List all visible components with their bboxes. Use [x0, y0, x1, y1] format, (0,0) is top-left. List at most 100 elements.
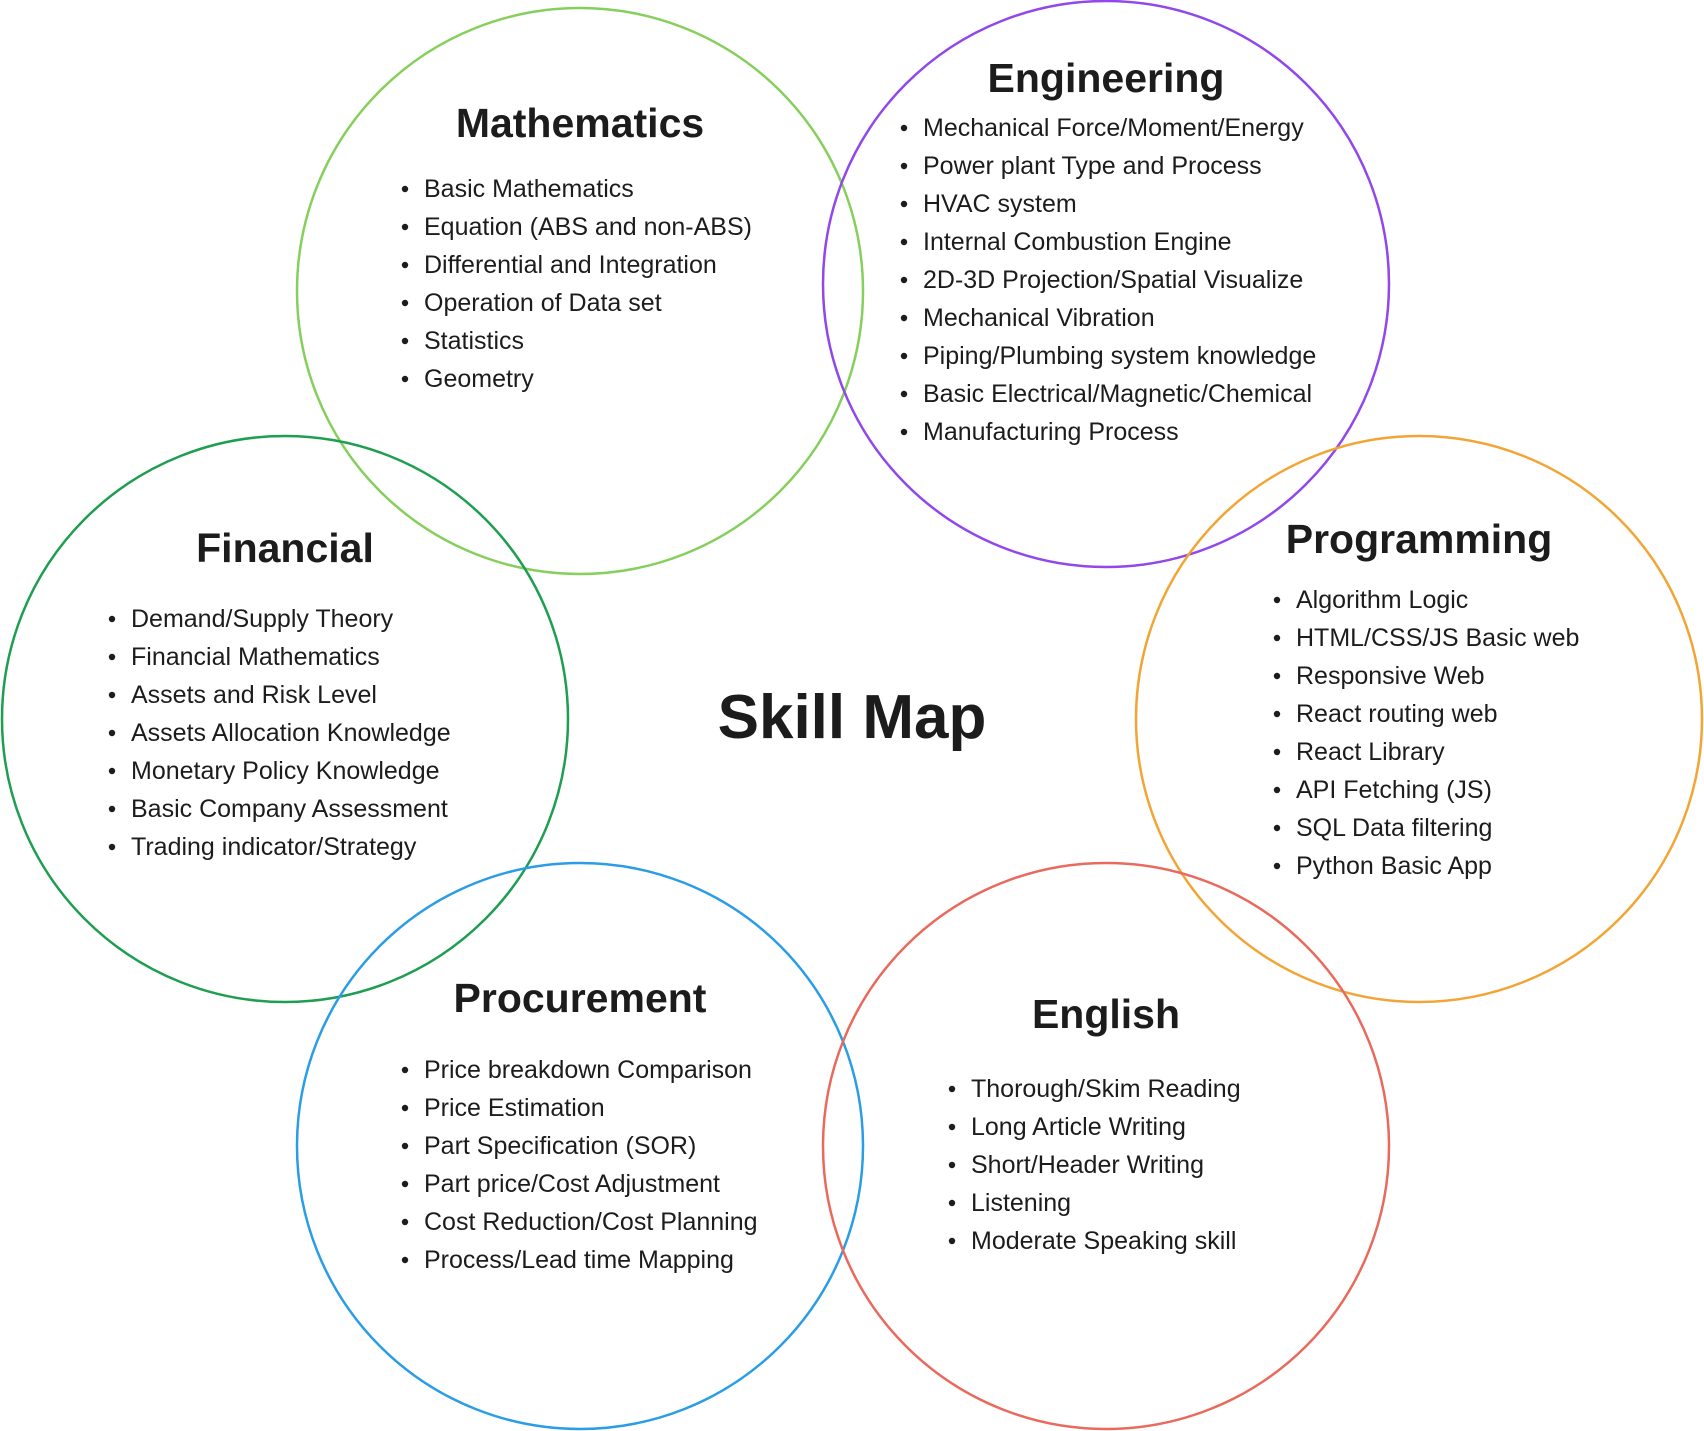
engineering-title: Engineering — [988, 55, 1225, 101]
programming-skill-item: Responsive Web — [1296, 662, 1485, 690]
financial-group: Financial Demand/Supply Theory Financial M… — [108, 525, 451, 861]
mathematics-title: Mathematics — [456, 100, 704, 146]
financial-skill-item: Trading indicator/Strategy — [131, 833, 417, 861]
english-skill-item: Listening — [971, 1189, 1071, 1217]
bullet-icon — [401, 261, 409, 269]
programming-title: Programming — [1286, 516, 1553, 562]
bullet-icon — [900, 352, 908, 360]
programming-skill-item: API Fetching (JS) — [1296, 776, 1492, 804]
bullet-icon — [401, 1104, 409, 1112]
bullet-icon — [900, 162, 908, 170]
bullet-icon — [948, 1161, 956, 1169]
engineering-skill-item: Basic Electrical/Magnetic/Chemical — [923, 380, 1312, 408]
financial-skill-item: Assets and Risk Level — [131, 681, 377, 709]
bullet-icon — [401, 337, 409, 345]
engineering-skill-item: Piping/Plumbing system knowledge — [923, 342, 1316, 370]
mathematics-skill-item: Geometry — [424, 365, 534, 393]
bullet-icon — [948, 1123, 956, 1131]
bullet-icon — [900, 276, 908, 284]
programming-skill-item: React routing web — [1296, 700, 1498, 728]
bullet-icon — [1273, 710, 1281, 718]
bullet-icon — [401, 1180, 409, 1188]
skill-map-title: Skill Map — [718, 683, 987, 752]
engineering-skill-item: Mechanical Vibration — [923, 304, 1155, 332]
bullet-icon — [108, 653, 116, 661]
programming-group: Programming Algorithm Logic HTML/CSS/JS Ba… — [1273, 516, 1579, 880]
bullet-icon — [401, 375, 409, 383]
bullet-icon — [1273, 862, 1281, 870]
bullet-icon — [1273, 824, 1281, 832]
engineering-skill-item: Mechanical Force/Moment/Energy — [923, 114, 1304, 142]
bullet-icon — [948, 1237, 956, 1245]
procurement-skill-item: Price Estimation — [424, 1094, 605, 1122]
engineering-skill-item: Internal Combustion Engine — [923, 228, 1232, 256]
procurement-group: Procurement Price breakdown Comparison Pri… — [401, 975, 758, 1274]
financial-skill-item: Monetary Policy Knowledge — [131, 757, 440, 785]
mathematics-group: Mathematics Basic Mathematics Equation (AB… — [401, 100, 752, 393]
bullet-icon — [401, 185, 409, 193]
bullet-icon — [900, 390, 908, 398]
bullet-icon — [108, 843, 116, 851]
english-skill-item: Short/Header Writing — [971, 1151, 1204, 1179]
procurement-skill-item: Part Specification (SOR) — [424, 1132, 696, 1160]
bullet-icon — [1273, 596, 1281, 604]
programming-skill-item: HTML/CSS/JS Basic web — [1296, 624, 1579, 652]
mathematics-skill-item: Basic Mathematics — [424, 175, 634, 203]
engineering-skill-item: Manufacturing Process — [923, 418, 1179, 446]
procurement-skill-item: Process/Lead time Mapping — [424, 1246, 734, 1274]
bullet-icon — [948, 1085, 956, 1093]
bullet-icon — [1273, 748, 1281, 756]
financial-circle — [0, 434, 570, 1004]
programming-skill-item: React Library — [1296, 738, 1445, 766]
text-layer: Mathematics Basic Mathematics Equation (AB… — [108, 55, 1579, 1274]
bullet-icon — [1273, 786, 1281, 794]
english-skill-item: Thorough/Skim Reading — [971, 1075, 1241, 1103]
financial-skill-item: Basic Company Assessment — [131, 795, 448, 823]
engineering-skill-item: HVAC system — [923, 190, 1077, 218]
english-circle — [821, 861, 1391, 1431]
programming-skill-item: Python Basic App — [1296, 852, 1492, 880]
english-title: English — [1032, 991, 1180, 1037]
financial-skill-item: Financial Mathematics — [131, 643, 380, 671]
english-skill-item: Moderate Speaking skill — [971, 1227, 1236, 1255]
mathematics-skill-item: Statistics — [424, 327, 524, 355]
bullet-icon — [900, 314, 908, 322]
bullet-icon — [108, 691, 116, 699]
bullet-icon — [900, 124, 908, 132]
procurement-skill-item: Price breakdown Comparison — [424, 1056, 752, 1084]
bullet-icon — [1273, 672, 1281, 680]
bullet-icon — [401, 1218, 409, 1226]
financial-skill-item: Demand/Supply Theory — [131, 605, 394, 633]
bullet-icon — [948, 1199, 956, 1207]
mathematics-circle — [295, 6, 865, 576]
bullet-icon — [108, 729, 116, 737]
bullet-icon — [401, 1256, 409, 1264]
bullet-icon — [108, 767, 116, 775]
bullet-icon — [900, 200, 908, 208]
procurement-skill-item: Cost Reduction/Cost Planning — [424, 1208, 758, 1236]
engineering-skill-item: Power plant Type and Process — [923, 152, 1262, 180]
bullet-icon — [900, 238, 908, 246]
bullet-icon — [401, 1066, 409, 1074]
bullet-icon — [108, 615, 116, 623]
english-skill-item: Long Article Writing — [971, 1113, 1186, 1141]
financial-title: Financial — [196, 525, 374, 571]
mathematics-skill-item: Differential and Integration — [424, 251, 717, 279]
bullet-icon — [900, 428, 908, 436]
procurement-circle — [295, 861, 865, 1431]
engineering-circle — [821, 0, 1391, 569]
bullet-icon — [401, 1142, 409, 1150]
bullet-icon — [108, 805, 116, 813]
bullet-icon — [401, 223, 409, 231]
programming-skill-item: SQL Data filtering — [1296, 814, 1492, 842]
financial-skill-item: Assets Allocation Knowledge — [131, 719, 451, 747]
engineering-group: Engineering Mechanical Force/Moment/Energ… — [900, 55, 1316, 446]
procurement-skill-item: Part price/Cost Adjustment — [424, 1170, 720, 1198]
engineering-skill-item: 2D-3D Projection/Spatial Visualize — [923, 266, 1303, 294]
bullet-icon — [1273, 634, 1281, 642]
english-group: English Thorough/Skim Reading Long Article… — [948, 991, 1241, 1255]
mathematics-skill-item: Operation of Data set — [424, 289, 662, 317]
procurement-title: Procurement — [454, 975, 707, 1021]
